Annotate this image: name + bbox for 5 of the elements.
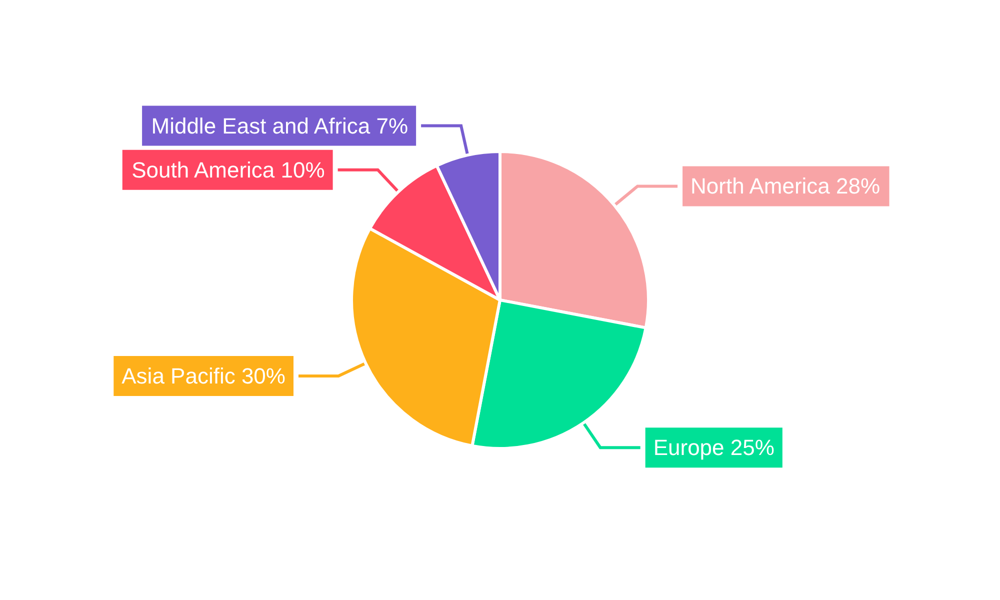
slice-label: Europe 25% (653, 435, 774, 460)
slice-label: Asia Pacific 30% (122, 364, 286, 388)
slice-label: South America 10% (132, 157, 325, 182)
slice-label: Middle East and Africa 7% (151, 113, 408, 138)
slice-label: North America 28% (690, 174, 880, 199)
